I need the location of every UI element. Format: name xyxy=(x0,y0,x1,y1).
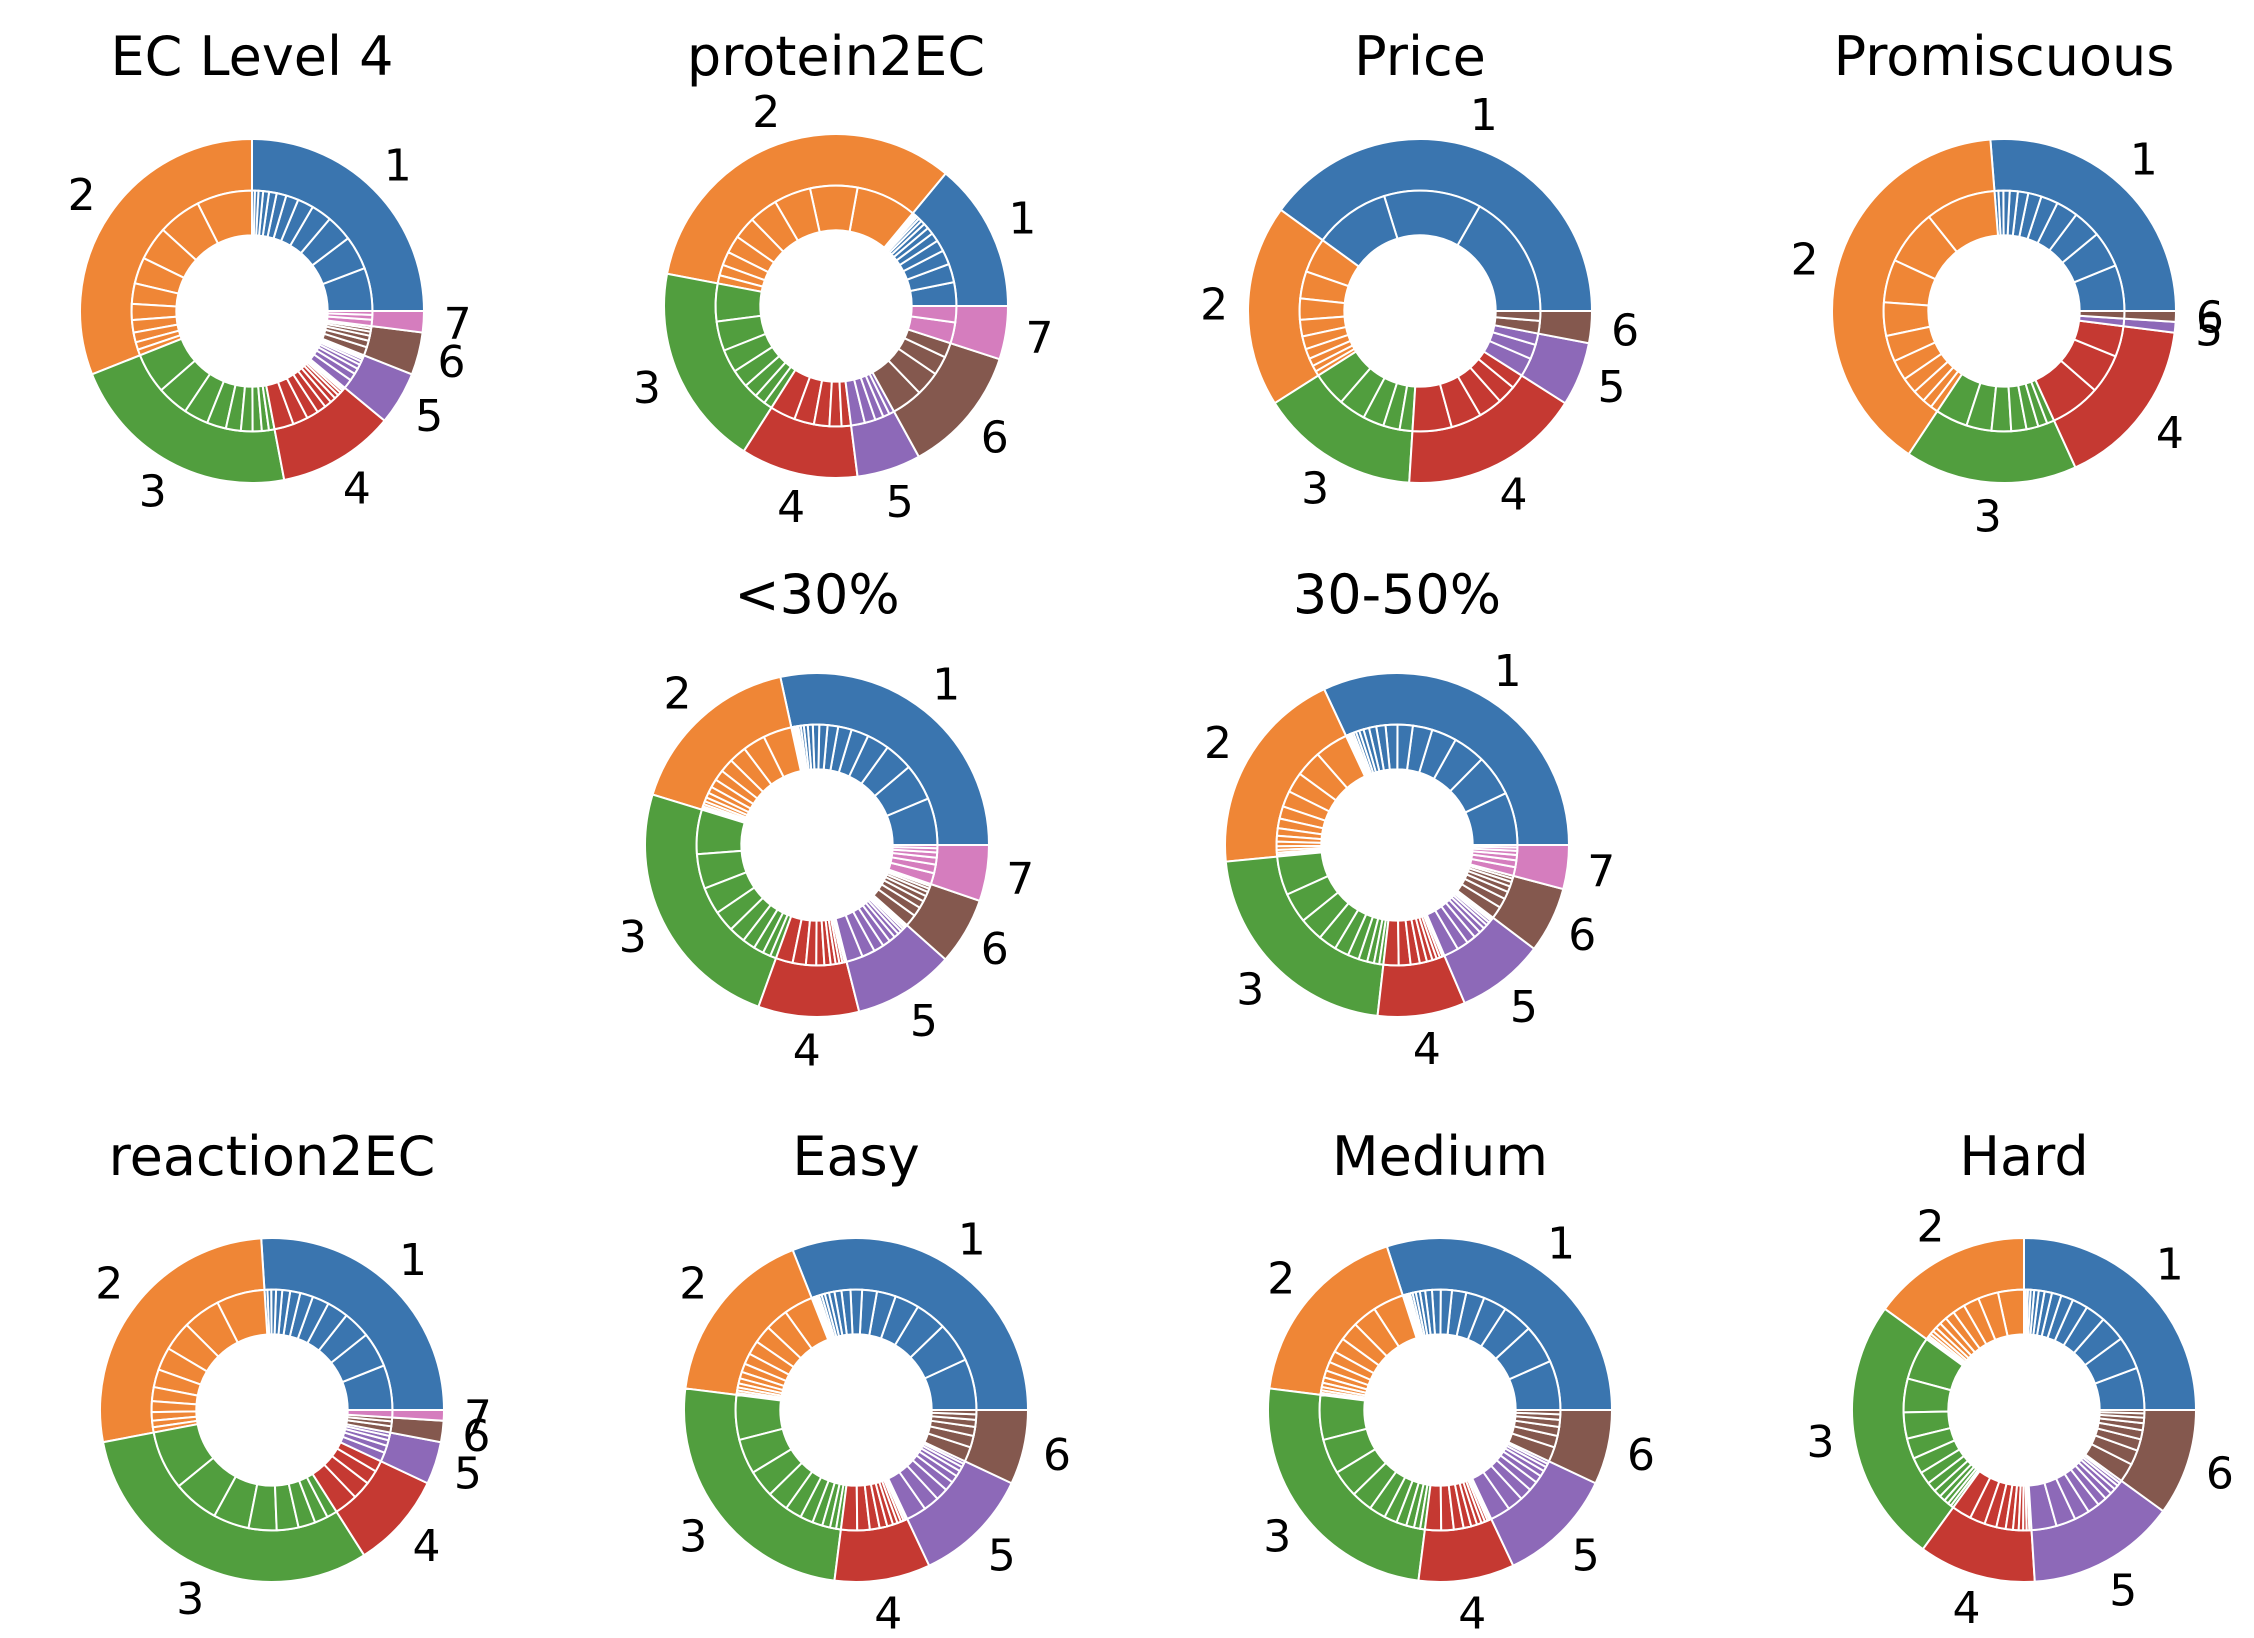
slice-label-1: 1 xyxy=(1547,1218,1575,1269)
slice-label-5: 5 xyxy=(988,1531,1016,1582)
inner-slice-6-7 xyxy=(2098,1409,2146,1415)
sunburst-panel-3: Promiscuous 1 2 3 456 xyxy=(1791,25,2224,542)
slice-label-4: 4 xyxy=(1458,1589,1486,1638)
inner-slice-7-5 xyxy=(891,844,939,850)
slice-label-4: 4 xyxy=(343,463,371,514)
slice-label-3: 3 xyxy=(1807,1417,1835,1468)
panel-title: EC Level 4 xyxy=(110,25,393,88)
inner-slice-6-0 xyxy=(2078,310,2126,320)
slice-label-1: 1 xyxy=(1470,90,1498,141)
slice-label-5: 5 xyxy=(454,1449,482,1500)
slice-label-3: 3 xyxy=(633,363,661,414)
slice-label-4: 4 xyxy=(1413,1024,1441,1075)
slice-label-1: 1 xyxy=(384,140,412,191)
panel-title: 30-50% xyxy=(1293,563,1501,626)
slice-label-6: 6 xyxy=(1627,1430,1655,1481)
slice-label-5: 5 xyxy=(2109,1566,2137,1617)
slice-label-5: 5 xyxy=(886,477,914,528)
slice-label-2: 2 xyxy=(679,1259,707,1310)
inner-slice-7-2 xyxy=(326,310,374,316)
sunburst-panel-5: 30-50% 1 2 3 4 56 7 xyxy=(1204,563,1615,1075)
slice-label-4: 4 xyxy=(874,1589,902,1638)
slice-label-1: 1 xyxy=(1008,193,1036,244)
slice-label-5: 5 xyxy=(1598,362,1626,413)
slice-label-3: 3 xyxy=(139,467,167,518)
panel-title: Hard xyxy=(1959,1125,2088,1188)
slice-label-4: 4 xyxy=(413,1521,441,1572)
slice-label-7: 7 xyxy=(444,299,472,350)
panel-title: Promiscuous xyxy=(1834,25,2175,88)
slice-label-5: 5 xyxy=(1510,982,1538,1033)
slice-label-3: 3 xyxy=(619,912,647,963)
slice-label-2: 2 xyxy=(664,668,692,719)
inner-slice-6-5 xyxy=(1514,1409,1562,1416)
slice-label-3: 3 xyxy=(1236,965,1264,1016)
sunburst-panel-7: Easy 1 2 3 4 56 xyxy=(679,1125,1071,1638)
slice-label-1: 1 xyxy=(399,1235,427,1286)
sunburst-panel-9: Hard 1 2 3 4 5 6 xyxy=(1807,1125,2234,1634)
slice-label-2: 2 xyxy=(1917,1202,1945,1253)
slice-label-7: 7 xyxy=(1026,313,1054,364)
slice-label-6: 6 xyxy=(1043,1430,1071,1481)
slice-label-1: 1 xyxy=(932,660,960,711)
slice-label-4: 4 xyxy=(793,1026,821,1077)
slice-label-7: 7 xyxy=(464,1392,492,1443)
slice-label-5: 5 xyxy=(910,996,938,1047)
inner-slice-7-1 xyxy=(909,305,958,324)
slice-label-6: 6 xyxy=(1568,910,1596,961)
slice-label-5: 5 xyxy=(2195,306,2223,357)
inner-slice-6-1 xyxy=(1494,310,1542,323)
slice-label-4: 4 xyxy=(1500,470,1528,521)
slice-label-6: 6 xyxy=(2196,293,2224,344)
slice-label-6: 6 xyxy=(438,337,466,388)
slice-label-3: 3 xyxy=(1301,463,1329,514)
inner-slice-7-0 xyxy=(346,1409,394,1419)
slice-label-4: 4 xyxy=(1953,1583,1981,1634)
panel-title: reaction2EC xyxy=(109,1125,436,1188)
slice-label-2: 2 xyxy=(1267,1254,1295,1305)
panel-title: Price xyxy=(1354,25,1486,88)
panel-title: Medium xyxy=(1332,1125,1548,1188)
slice-label-3: 3 xyxy=(176,1574,204,1625)
slice-label-2: 2 xyxy=(68,170,96,221)
slice-label-4: 4 xyxy=(2156,408,2184,459)
slice-label-6: 6 xyxy=(981,412,1009,463)
slice-label-2: 2 xyxy=(752,87,780,138)
slice-label-3: 3 xyxy=(1974,491,2002,542)
slice-label-6: 6 xyxy=(2206,1449,2234,1500)
panel-title: <30% xyxy=(734,563,899,626)
slice-label-6: 6 xyxy=(1611,305,1639,356)
sunburst-panel-1: protein2EC 1 2 3 4 5 67 xyxy=(633,25,1054,533)
sunburst-panel-4: <30% 1 2 3 4 56 7 xyxy=(619,563,1035,1077)
outer-slice-4 xyxy=(757,956,861,1018)
slice-label-3: 3 xyxy=(679,1511,707,1562)
slice-label-6: 6 xyxy=(981,924,1009,975)
slice-label-1: 1 xyxy=(1494,646,1522,697)
sunburst-panel-8: Medium 1 2 3 4 56 xyxy=(1263,1125,1655,1638)
slice-label-1: 1 xyxy=(958,1215,986,1266)
slice-label-2: 2 xyxy=(1204,718,1232,769)
slice-label-5: 5 xyxy=(1572,1531,1600,1582)
slice-label-2: 2 xyxy=(1791,234,1819,285)
panel-title: protein2EC xyxy=(687,25,985,88)
slice-label-1: 1 xyxy=(2130,135,2158,186)
slice-label-6: 6 xyxy=(462,1411,490,1462)
slice-label-7: 7 xyxy=(1006,854,1034,905)
slice-label-7: 7 xyxy=(1587,847,1615,898)
panel-title: Easy xyxy=(792,1125,919,1188)
slice-label-5: 5 xyxy=(415,391,443,442)
slice-label-2: 2 xyxy=(95,1259,123,1310)
inner-slice-6-5 xyxy=(930,1409,978,1416)
slice-label-3: 3 xyxy=(1263,1511,1291,1562)
slice-label-4: 4 xyxy=(777,482,805,533)
slice-label-2: 2 xyxy=(1200,280,1228,331)
slice-label-1: 1 xyxy=(2156,1239,2184,1290)
inner-slice-7-5 xyxy=(1471,844,1519,849)
